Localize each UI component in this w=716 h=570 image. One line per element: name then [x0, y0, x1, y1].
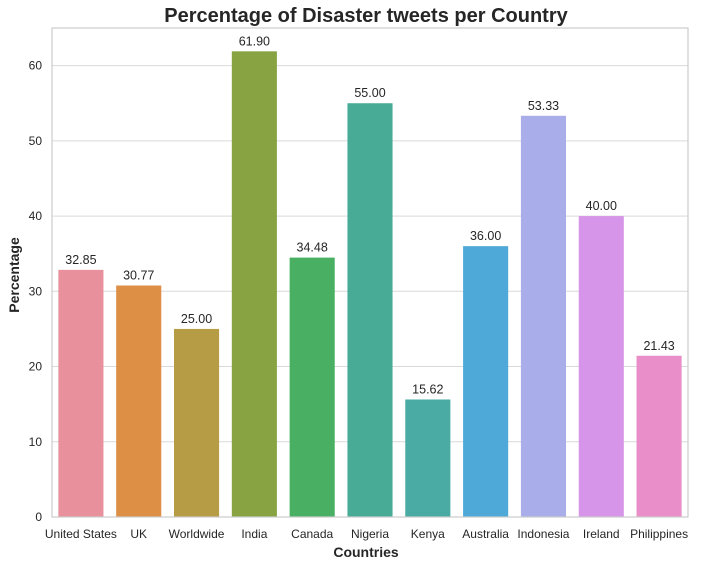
bar-value-label: 30.77 — [123, 269, 154, 283]
y-tick-label: 20 — [29, 360, 43, 374]
x-tick-label: United States — [45, 527, 117, 541]
y-axis-ticks: 0 10 20 30 40 50 60 — [29, 59, 43, 524]
bar-value-label: 15.62 — [412, 382, 443, 396]
x-tick-label: India — [241, 527, 267, 541]
x-tick-label: Kenya — [411, 527, 445, 541]
y-tick-label: 50 — [29, 134, 43, 148]
y-tick-label: 10 — [29, 435, 43, 449]
x-tick-label: Philippines — [630, 527, 688, 541]
y-tick-label: 40 — [29, 209, 43, 223]
x-tick-label: Indonesia — [517, 527, 569, 541]
x-tick-label: Ireland — [583, 527, 620, 541]
bar — [289, 257, 335, 517]
y-tick-label: 60 — [29, 59, 43, 73]
bar — [405, 399, 451, 517]
bar-value-label: 55.00 — [354, 86, 385, 100]
plot-frame — [51, 27, 689, 518]
x-tick-label: UK — [130, 527, 147, 541]
bar — [347, 103, 393, 517]
bar-value-label: 53.33 — [528, 99, 559, 113]
bar — [520, 115, 567, 517]
bar-value-label: 36.00 — [470, 229, 501, 243]
bar — [116, 285, 162, 517]
bar-value-label: 21.43 — [643, 339, 674, 353]
bar — [463, 246, 509, 517]
bar-value-label: 32.85 — [65, 253, 96, 267]
bar-value-label: 40.00 — [586, 199, 617, 213]
bar-value-label: 25.00 — [181, 312, 212, 326]
bar — [58, 269, 104, 517]
bars — [58, 51, 682, 518]
y-tick-label: 30 — [29, 284, 43, 298]
y-tick-label: 0 — [35, 510, 42, 524]
x-tick-label: Worldwide — [169, 527, 225, 541]
data-labels: 32.85 30.77 25.00 61.90 34.48 55.00 15.62 36.00… — [65, 34, 675, 396]
x-axis-label: Countries — [333, 544, 399, 560]
x-axis-ticks: United States UK Worldwide India Canada Niger… — [45, 527, 688, 541]
bar — [173, 328, 220, 517]
x-tick-label: Nigeria — [351, 527, 389, 541]
x-tick-label: Canada — [291, 527, 333, 541]
chart-title: Percentage of Disaster tweets per Countr… — [164, 5, 568, 27]
bar — [636, 355, 682, 517]
y-axis-label: Percentage — [6, 237, 22, 313]
bar — [231, 51, 277, 518]
bar — [578, 216, 624, 518]
bar-value-label: 34.48 — [297, 241, 328, 255]
bar-value-label: 61.90 — [239, 34, 270, 48]
x-tick-label: Australia — [462, 527, 509, 541]
